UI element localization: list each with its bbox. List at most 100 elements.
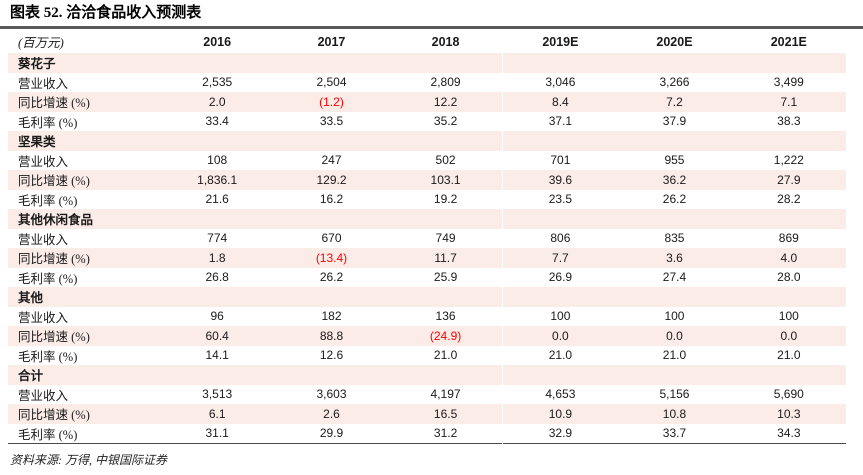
section-name: 其他休闲食品	[18, 213, 94, 228]
value-cell: 33.7	[662, 426, 687, 441]
empty-cell	[389, 53, 503, 73]
value-cell: 60.4	[205, 328, 229, 343]
title-rule	[0, 26, 863, 29]
value-cell: 1,836.1	[197, 172, 238, 187]
empty-cell	[160, 365, 274, 385]
value-cell: 96	[210, 309, 224, 324]
empty-cell	[617, 287, 731, 307]
value-cell: 100	[664, 309, 685, 324]
value-cell: 26.9	[502, 267, 618, 287]
value-cell: 701	[502, 150, 618, 170]
value-cell: 29.9	[319, 426, 344, 441]
data-row: 毛利率 (%) 33.4 33.5 35.2 37.1 37.9 38.3	[8, 111, 846, 131]
value-cell: 5,690	[773, 387, 804, 402]
value-cell: 28.2	[777, 192, 801, 207]
empty-cell	[617, 53, 731, 73]
value-cell: 3,603	[316, 387, 347, 402]
source-note: 资料来源: 万得, 中银国际证券	[10, 453, 167, 467]
value-cell: 10.3	[777, 406, 801, 421]
column-header-2016: 2016	[203, 34, 232, 49]
value-cell: 4,197	[430, 387, 461, 402]
data-row: 同比增速 (%) 1.8 (13.4) 11.7 7.7 3.6 4.0	[8, 248, 846, 268]
data-row: 毛利率 (%) 26.8 26.2 25.9 26.9 27.4 28.0	[8, 267, 846, 287]
row-label: 营业收入	[18, 388, 69, 403]
column-header-2019E: 2019E	[502, 30, 618, 53]
data-row: 毛利率 (%) 21.6 16.2 19.2 23.5 26.2 28.2	[8, 189, 846, 209]
value-cell: 182	[321, 309, 342, 324]
value-cell: 3,499	[773, 75, 804, 90]
value-cell: 5,156	[659, 387, 690, 402]
value-cell: 103.1	[430, 172, 461, 187]
value-cell: 39.6	[502, 170, 618, 190]
section-header-row: 坚果类	[8, 131, 846, 151]
row-label: 同比增速 (%)	[18, 408, 90, 423]
value-cell: (13.4)	[315, 250, 348, 265]
value-cell: 100	[502, 306, 618, 326]
column-header-2020E: 2020E	[656, 34, 693, 49]
value-cell: 0.0	[780, 328, 798, 343]
value-cell: 33.4	[205, 114, 229, 129]
value-cell: 6.1	[208, 406, 226, 421]
value-cell: 806	[502, 228, 618, 248]
row-label: 同比增速 (%)	[18, 330, 90, 345]
value-cell: 11.7	[434, 250, 457, 265]
value-cell: 8.4	[502, 92, 618, 112]
value-cell: 2.6	[323, 406, 340, 421]
value-cell: 31.1	[205, 426, 229, 441]
column-header-2018: 2018	[431, 34, 460, 49]
data-row: 同比增速 (%) 6.1 2.6 16.5 10.9 10.8 10.3	[8, 404, 846, 424]
value-cell: 670	[321, 231, 342, 246]
empty-cell	[274, 53, 388, 73]
empty-cell	[160, 287, 274, 307]
value-cell: 33.5	[319, 114, 344, 129]
row-label: 同比增速 (%)	[18, 252, 90, 267]
section-name: 坚果类	[18, 135, 56, 150]
value-cell: 4.0	[780, 250, 798, 265]
empty-cell	[389, 209, 503, 229]
empty-cell	[274, 365, 388, 385]
value-cell: 835	[664, 231, 685, 246]
value-cell: 32.9	[502, 423, 618, 444]
empty-cell	[274, 209, 388, 229]
value-cell: 16.2	[319, 192, 344, 207]
value-cell: 869	[778, 231, 799, 246]
column-header-2021E: 2021E	[770, 34, 807, 49]
empty-cell	[274, 131, 388, 151]
value-cell: 3,046	[502, 72, 618, 92]
value-cell: 4,653	[502, 384, 618, 404]
empty-cell	[502, 287, 618, 307]
empty-cell	[617, 131, 731, 151]
value-cell: 21.0	[662, 348, 687, 363]
row-label: 毛利率 (%)	[18, 271, 78, 286]
value-cell: 21.6	[205, 192, 229, 207]
value-cell: 88.8	[319, 328, 344, 343]
row-label: 毛利率 (%)	[18, 193, 78, 208]
value-cell: 3,266	[659, 75, 690, 90]
value-cell: (1.2)	[319, 94, 344, 109]
empty-cell	[502, 209, 618, 229]
section-name: 其他	[18, 291, 44, 306]
value-cell: 2.0	[208, 94, 226, 109]
value-cell: 1,222	[773, 153, 804, 168]
data-row: 同比增速 (%) 2.0 (1.2) 12.2 8.4 7.2 7.1	[8, 92, 846, 112]
value-cell: 27.9	[777, 172, 801, 187]
empty-cell	[732, 365, 846, 385]
value-cell: 2,809	[430, 75, 461, 90]
empty-cell	[160, 53, 274, 73]
value-cell: (24.9)	[429, 328, 462, 343]
row-label: 营业收入	[18, 232, 69, 247]
value-cell: 27.4	[662, 270, 687, 285]
empty-cell	[389, 365, 503, 385]
value-cell: 14.1	[205, 348, 229, 363]
value-cell: 37.1	[502, 111, 618, 131]
value-cell: 26.2	[662, 192, 687, 207]
empty-cell	[160, 131, 274, 151]
value-cell: 2,535	[202, 75, 233, 90]
row-label: 同比增速 (%)	[18, 96, 90, 111]
row-label: 毛利率 (%)	[18, 427, 78, 442]
value-cell: 34.3	[777, 426, 801, 441]
value-cell: 37.9	[662, 114, 687, 129]
value-cell: 3,513	[202, 387, 233, 402]
section-header-row: 合计	[8, 365, 846, 385]
